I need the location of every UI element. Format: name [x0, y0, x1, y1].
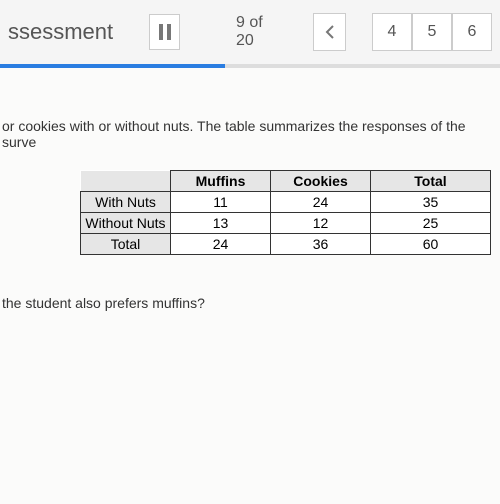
table-cell: 11: [171, 192, 271, 213]
followup-text: the student also prefers muffins?: [0, 295, 500, 311]
row-header: Total: [81, 234, 171, 255]
table-cell: 36: [271, 234, 371, 255]
table-cell: 24: [171, 234, 271, 255]
col-header: Total: [371, 171, 491, 192]
question-counter: 9 of 20: [236, 14, 278, 50]
table-row: Total 24 36 60: [81, 234, 491, 255]
table-cell: 35: [371, 192, 491, 213]
prev-button[interactable]: [313, 13, 346, 51]
col-header: Cookies: [271, 171, 371, 192]
col-header: Muffins: [171, 171, 271, 192]
table-cell: 25: [371, 213, 491, 234]
top-bar: ssessment 9 of 20 4 5 6: [0, 0, 500, 64]
question-text: or cookies with or without nuts. The tab…: [0, 118, 500, 150]
table-cell: 12: [271, 213, 371, 234]
pause-icon: [158, 24, 172, 40]
row-header: Without Nuts: [81, 213, 171, 234]
table-cell: 24: [271, 192, 371, 213]
question-nav-4[interactable]: 4: [372, 13, 412, 51]
pause-button[interactable]: [149, 14, 180, 50]
row-header: With Nuts: [81, 192, 171, 213]
table-corner: [81, 171, 171, 192]
question-nav: 4 5 6: [372, 13, 492, 51]
table-row: With Nuts 11 24 35: [81, 192, 491, 213]
chevron-left-icon: [325, 24, 335, 40]
content-area: or cookies with or without nuts. The tab…: [0, 68, 500, 504]
question-nav-5[interactable]: 5: [412, 13, 452, 51]
data-table: Muffins Cookies Total With Nuts 11 24 35…: [80, 170, 491, 255]
question-nav-6[interactable]: 6: [452, 13, 492, 51]
table-cell: 60: [371, 234, 491, 255]
table-header-row: Muffins Cookies Total: [81, 171, 491, 192]
table-cell: 13: [171, 213, 271, 234]
page-title: ssessment: [8, 19, 113, 45]
table-row: Without Nuts 13 12 25: [81, 213, 491, 234]
